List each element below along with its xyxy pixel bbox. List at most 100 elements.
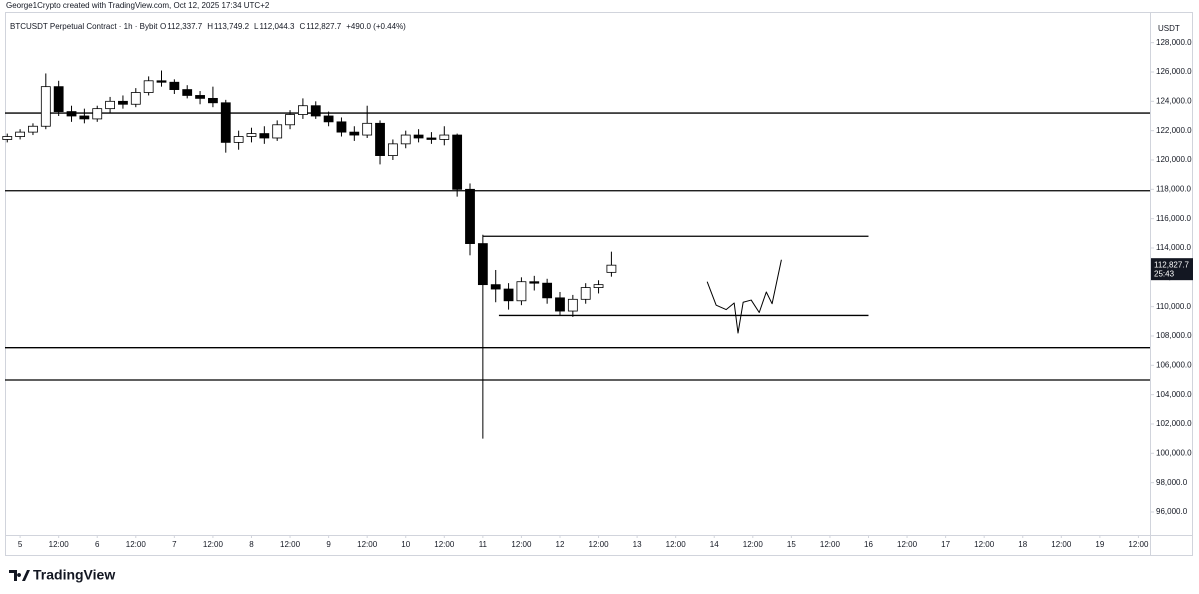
candle-body (92, 108, 103, 120)
candle-body (2, 136, 13, 140)
countdown: 25:43 (1154, 269, 1175, 278)
candle-body (105, 100, 115, 110)
candle-body (310, 105, 321, 117)
x-tick-label: 17 (941, 540, 950, 549)
candle-body (259, 133, 270, 139)
candle-body (400, 134, 411, 145)
x-tick-label: 12:00 (280, 540, 301, 549)
symbol-title: BTCUSDT Perpetual Contract · 1h · Bybit (10, 22, 158, 31)
candle-body (79, 115, 90, 120)
ohlc-value: 112,337.7 (167, 22, 203, 31)
x-tick-label: 12:00 (1051, 540, 1072, 549)
x-tick-label: 18 (1018, 540, 1027, 549)
x-tick-label: 12:00 (589, 540, 610, 549)
last-price-tag (1151, 258, 1193, 281)
candle-body (567, 298, 578, 312)
ohlc-label: O (160, 22, 166, 31)
y-unit: USDT (1158, 24, 1180, 33)
x-tick-label: 16 (864, 540, 873, 549)
ohlc-value: 112,044.3 (259, 22, 295, 31)
candle-body (182, 89, 193, 96)
candle-body (66, 111, 77, 117)
x-tick-label: 6 (95, 540, 100, 549)
candle-body (349, 131, 360, 136)
y-tick-label: 120,000.0 (1156, 155, 1192, 164)
candle-body (375, 122, 385, 156)
candle-body (426, 137, 437, 140)
candle-body (516, 281, 527, 302)
x-tick-label: 12:00 (203, 540, 224, 549)
candle-body (220, 102, 231, 143)
candle-body (503, 288, 514, 302)
x-tick-label: 12:00 (434, 540, 455, 549)
x-tick-label: 12:00 (126, 540, 147, 549)
candle-body (477, 243, 488, 286)
candle-body (362, 122, 373, 136)
y-tick-label: 110,000.0 (1156, 302, 1192, 311)
x-tick-label: 9 (326, 540, 331, 549)
y-tick-label: 124,000.0 (1156, 96, 1192, 105)
frame (5, 12, 1193, 556)
candle-body (465, 188, 475, 244)
candle-body (15, 131, 26, 137)
candle-body (195, 95, 205, 99)
credit: George1Crypto created with TradingView.c… (6, 1, 270, 10)
candle-body (542, 282, 553, 299)
x-tick-label: 13 (633, 540, 642, 549)
candle-body (555, 297, 565, 312)
x-tick-label: 7 (172, 540, 177, 549)
y-tick-label: 128,000.0 (1156, 38, 1192, 47)
y-tick-label: 98,000.0 (1156, 478, 1188, 487)
x-tick-label: 11 (479, 540, 488, 549)
brand: TradingView (9, 567, 115, 583)
x-tick-label: 12:00 (1128, 540, 1149, 549)
candle-body (169, 81, 180, 90)
candle-body (529, 281, 540, 284)
x-tick-label: 19 (1095, 540, 1104, 549)
y-tick-label: 104,000.0 (1156, 390, 1192, 399)
projection-sketch (706, 259, 782, 334)
x-tick-label: 12:00 (49, 540, 70, 549)
candle-body (298, 105, 308, 115)
ohlc-change: +490.0 (+0.44%) (346, 22, 406, 31)
x-tick-label: 12:00 (820, 540, 841, 549)
candle-body (413, 134, 424, 139)
candle-body (40, 86, 51, 127)
ohlc-label: C (299, 22, 305, 31)
y-tick-label: 122,000.0 (1156, 126, 1192, 135)
x-tick-label: 10 (401, 540, 410, 549)
candle-body (490, 284, 501, 290)
x-tick-label: 12:00 (897, 540, 918, 549)
last-price-label: 112,827.7 (1154, 260, 1190, 269)
candle-body (53, 86, 64, 112)
candle-body (118, 100, 128, 105)
ohlc-legend: O 112,337.7 H 113,749.2 L 112,044.3 C 112,827.7… (160, 22, 406, 31)
x-tick-label: 12:00 (666, 540, 687, 549)
x-tick-label: 14 (710, 540, 719, 549)
candle-body (593, 284, 604, 288)
x-tick-label: 12:00 (511, 540, 532, 549)
candle-body (606, 264, 617, 273)
candle-body (439, 134, 450, 140)
y-tick-label: 106,000.0 (1156, 360, 1192, 369)
candle-body (130, 92, 141, 105)
ohlc-label: L (254, 22, 259, 31)
y-tick-label: 108,000.0 (1156, 331, 1192, 340)
brand-name: TradingView (33, 567, 115, 583)
ohlc-value: 112,827.7 (306, 22, 342, 31)
candle-body (452, 134, 463, 190)
candle-body (336, 121, 347, 133)
x-tick-label: 15 (787, 540, 796, 549)
x-tick-label: 12:00 (357, 540, 378, 549)
candle-body (272, 124, 283, 139)
y-tick-label: 114,000.0 (1156, 243, 1192, 252)
x-tick-label: 12:00 (743, 540, 764, 549)
x-tick-label: 12:00 (974, 540, 995, 549)
ohlc-value: 113,749.2 (214, 22, 250, 31)
candle-body (28, 125, 38, 133)
x-tick-label: 8 (249, 540, 254, 549)
y-tick-label: 116,000.0 (1156, 214, 1192, 223)
brand-logo (9, 570, 30, 581)
